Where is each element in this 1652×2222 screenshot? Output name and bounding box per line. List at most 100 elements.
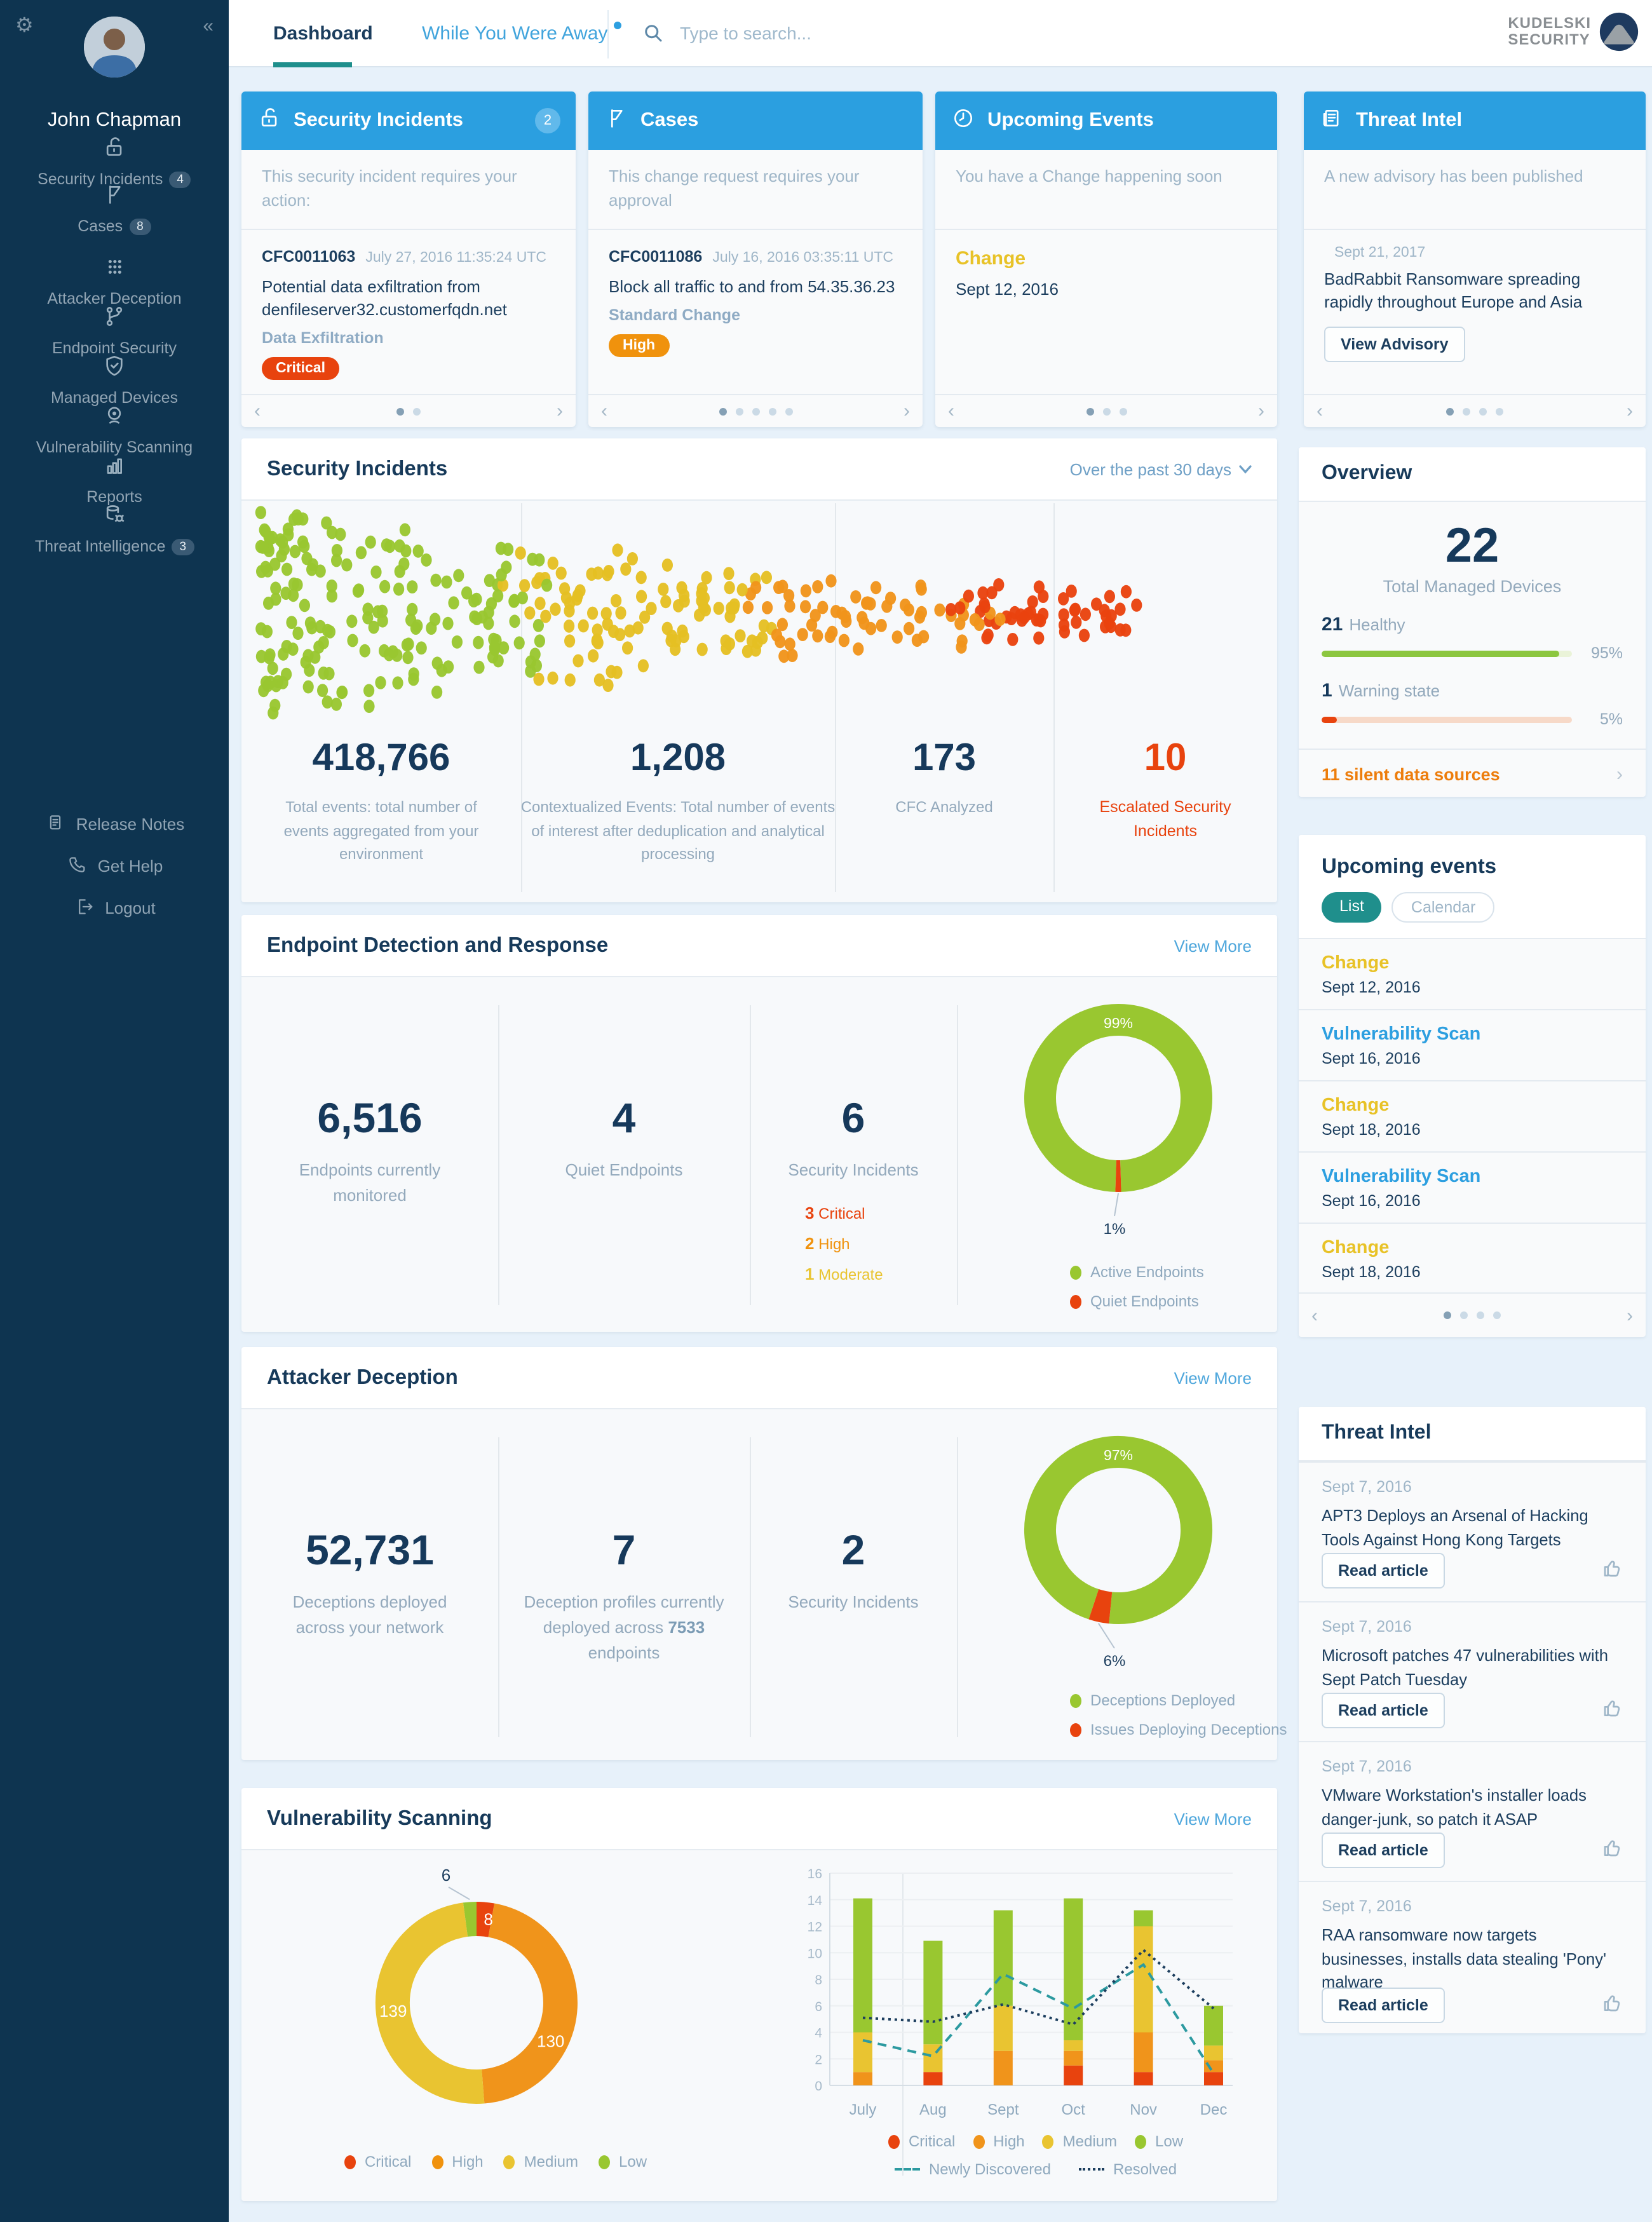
trend-severity-legend: Critical High Medium Low — [820, 2132, 1252, 2150]
sidebar-item-security-incidents[interactable]: Security Incidents 4 — [0, 135, 229, 188]
pager-next-icon[interactable]: › — [1258, 400, 1264, 422]
sidebar-item-get-help[interactable]: Get Help — [0, 845, 229, 887]
sidebar-item-badge: 3 — [172, 538, 194, 555]
pager-dot[interactable] — [1119, 407, 1127, 415]
pager-dot[interactable] — [752, 407, 759, 415]
silent-data-sources-link[interactable]: 11 silent data sources › — [1322, 764, 1623, 785]
sidebar-item-cases[interactable]: Cases 8 — [0, 182, 229, 235]
read-article-button[interactable]: Read article — [1322, 1553, 1445, 1589]
pager-dot[interactable] — [1444, 1311, 1451, 1319]
pager-dot[interactable] — [1493, 1311, 1501, 1319]
card-subtitle: This security incident requires your act… — [262, 166, 517, 210]
threat-article: Sept 7, 2016 RAA ransomware now targets b… — [1299, 1881, 1646, 2036]
pager-dot[interactable] — [719, 407, 726, 415]
sidebar-item-label: Managed Devices — [50, 389, 179, 407]
pager-dot[interactable] — [768, 407, 776, 415]
tab-while-you-were-away[interactable]: While You Were Away — [422, 0, 622, 66]
collapse-sidebar-icon[interactable]: « — [203, 15, 213, 37]
pager-dot[interactable] — [1496, 407, 1503, 415]
column-divider — [835, 503, 836, 892]
pager-prev-icon[interactable]: ‹ — [601, 400, 607, 422]
card-title: Threat Intel — [1322, 1422, 1432, 1444]
pager-dot[interactable] — [1460, 1311, 1468, 1319]
read-article-button[interactable]: Read article — [1322, 1988, 1445, 2023]
card-subtitle: This change request requires your approv… — [609, 166, 860, 210]
pager-dot[interactable] — [785, 407, 792, 415]
event-row-change[interactable]: Change Sept 12, 2016 — [1299, 938, 1646, 1009]
sidebar-item-release-notes[interactable]: Release Notes — [0, 803, 229, 845]
toggle-list[interactable]: List — [1322, 892, 1382, 923]
sidebar-item-vulnerability-scanning[interactable]: Vulnerability Scanning — [0, 403, 229, 456]
sidebar-item-logout[interactable]: Logout — [0, 887, 229, 929]
time-range-dropdown[interactable]: Over the past 30 days — [1070, 459, 1252, 478]
summary-card-security-incidents: Security Incidents 2 This security inciden… — [241, 91, 576, 427]
view-more-link[interactable]: View More — [1174, 1368, 1252, 1387]
stat-value-1: 418,766 — [312, 737, 450, 779]
user-avatar[interactable] — [84, 17, 145, 78]
section-attacker-deception: Attacker Deception View More 52,731 Decep… — [241, 1347, 1287, 1760]
event-type: Vulnerability Scan — [1322, 1024, 1481, 1044]
pager-dot[interactable] — [735, 407, 743, 415]
pager-dot[interactable] — [1479, 407, 1487, 415]
card-item[interactable]: CFC0011086 July 16, 2016 03:35:11 UTC Bloc… — [588, 230, 923, 358]
pager-dot[interactable] — [413, 407, 421, 415]
thumbs-up-icon[interactable] — [1600, 1695, 1625, 1720]
card-title: Threat Intel — [1356, 109, 1463, 131]
sidebar-item-managed-devices[interactable]: Managed Devices — [0, 353, 229, 407]
card-item[interactable]: CFC0011063 July 27, 2016 11:35:24 UTC Pote… — [241, 230, 576, 381]
pager-dot[interactable] — [1446, 407, 1454, 415]
sidebar-item-reports[interactable]: Reports — [0, 452, 229, 506]
event-row-vulnerability-scan[interactable]: Vulnerability Scan Sept 16, 2016 — [1299, 1009, 1646, 1080]
summary-card-upcoming-events: Upcoming Events You have a Change happeni… — [935, 91, 1277, 427]
pager-dot[interactable] — [396, 407, 404, 415]
event-type: Change — [1322, 952, 1390, 973]
incident-funnel-area: 418,766 Total events: total number of eve… — [241, 501, 1277, 902]
pager-dot[interactable] — [1463, 407, 1470, 415]
card-item[interactable]: Change Sept 12, 2016 — [935, 230, 1277, 299]
read-article-button[interactable]: Read article — [1322, 1832, 1445, 1868]
svg-text:Oct: Oct — [1062, 2101, 1086, 2118]
item-category: Data Exfiltration — [262, 329, 384, 348]
event-row-change[interactable]: Change Sept 18, 2016 — [1299, 1080, 1646, 1151]
pager-next-icon[interactable]: › — [557, 400, 563, 422]
card-pager: ‹ › — [588, 394, 923, 427]
pager-next-icon[interactable]: › — [904, 400, 910, 422]
sidebar-item-threat-intelligence[interactable]: Threat Intelligence 3 — [0, 502, 229, 555]
pager-dot[interactable] — [1477, 1311, 1484, 1319]
sidebar-item-attacker-deception[interactable]: Attacker Deception — [0, 254, 229, 308]
stat-value-1: 6,516 — [317, 1094, 423, 1141]
pager-next-icon[interactable]: › — [1627, 1304, 1633, 1326]
pager-dot[interactable] — [1102, 407, 1110, 415]
view-more-link[interactable]: View More — [1174, 1809, 1252, 1828]
pager-dot[interactable] — [1086, 407, 1093, 415]
svg-text:8: 8 — [815, 1973, 822, 1988]
thumbs-up-icon[interactable] — [1600, 1834, 1625, 1860]
view-advisory-button[interactable]: View Advisory — [1324, 327, 1465, 363]
pager-next-icon[interactable]: › — [1627, 400, 1633, 422]
event-row-change[interactable]: Change Sept 18, 2016 — [1299, 1223, 1646, 1294]
pager-prev-icon[interactable]: ‹ — [948, 400, 954, 422]
article-title: APT3 Deploys an Arsenal of Hacking Tools… — [1322, 1506, 1588, 1549]
svg-text:1%: 1% — [1104, 1221, 1126, 1238]
sidebar-item-endpoint-security[interactable]: Endpoint Security — [0, 304, 229, 357]
read-article-button[interactable]: Read article — [1322, 1693, 1445, 1728]
card-item[interactable]: Sept 21, 2017 BadRabbit Ransomware spread… — [1304, 230, 1646, 363]
settings-gear-icon[interactable]: ⚙ — [15, 15, 34, 37]
view-more-link[interactable]: View More — [1174, 936, 1252, 955]
search-input[interactable] — [677, 22, 1064, 44]
stat-value-2: 1,208 — [630, 737, 726, 779]
event-row-vulnerability-scan[interactable]: Vulnerability Scan Sept 16, 2016 — [1299, 1151, 1646, 1223]
pager-prev-icon[interactable]: ‹ — [254, 400, 261, 422]
thumbs-up-icon[interactable] — [1600, 1989, 1625, 2015]
brand-name: KUDELSKI SECURITY — [1508, 14, 1591, 48]
pager-prev-icon[interactable]: ‹ — [1311, 1304, 1318, 1326]
tab-dashboard[interactable]: Dashboard — [273, 22, 373, 44]
severity-badge: Critical — [262, 357, 339, 381]
sidebar-item-label: Cases — [78, 217, 123, 235]
thumbs-up-icon[interactable] — [1600, 1555, 1625, 1580]
card-header: Cases — [588, 91, 923, 150]
toggle-calendar[interactable]: Calendar — [1391, 892, 1495, 923]
advisory-date: Sept 21, 2017 — [1334, 245, 1426, 261]
search-icon — [645, 25, 662, 42]
pager-prev-icon[interactable]: ‹ — [1317, 400, 1323, 422]
